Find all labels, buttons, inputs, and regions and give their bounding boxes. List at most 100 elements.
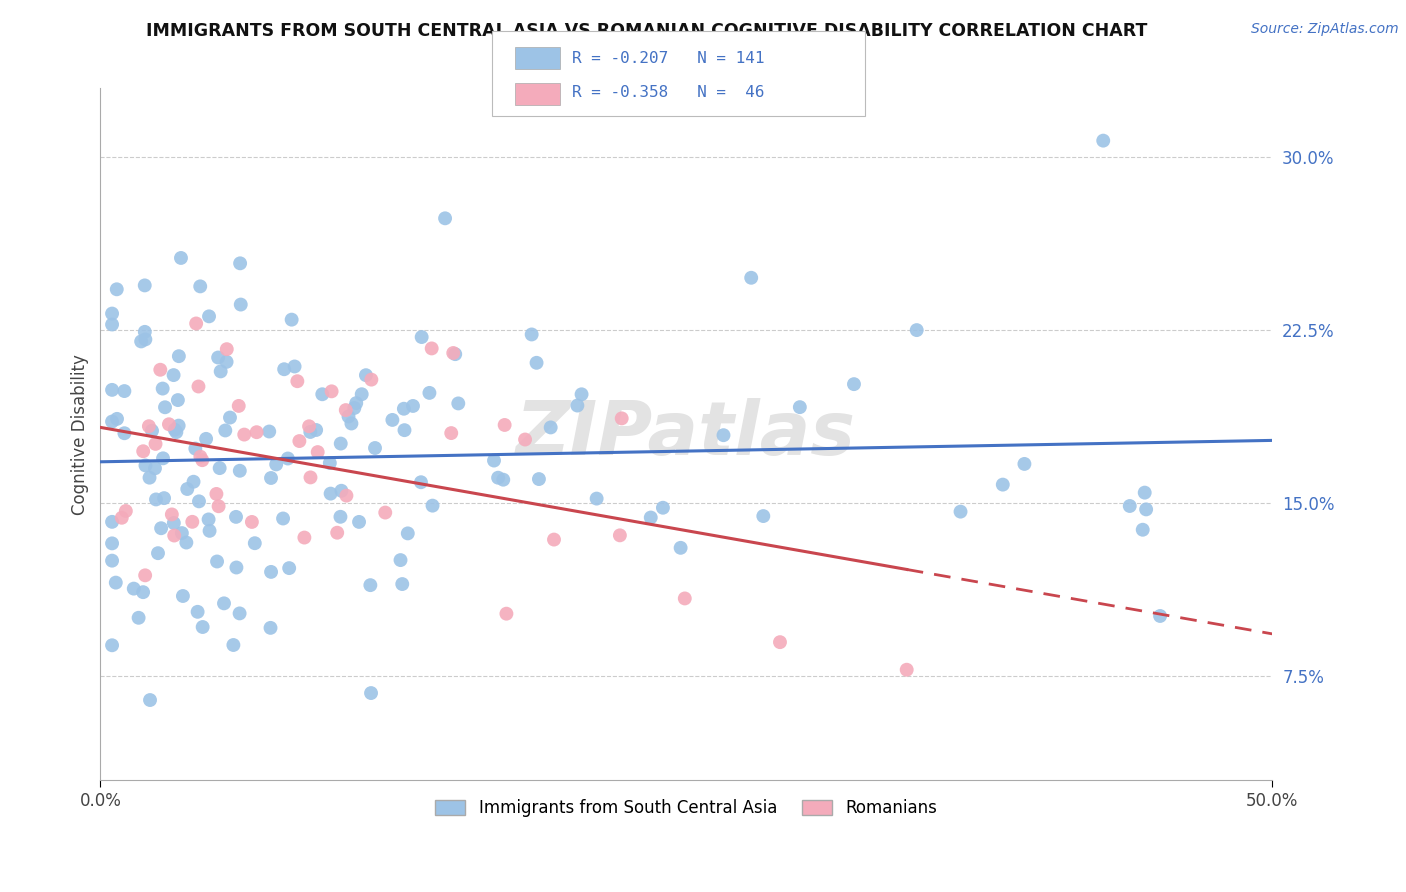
Point [152,382,174,396]
Point [101,536,124,550]
Point [1135,502,1157,516]
Point [228,607,250,621]
Point [1133,485,1156,500]
Text: R = -0.207   N = 141: R = -0.207 N = 141 [572,51,765,66]
Point [540,420,562,434]
Point [360,686,382,700]
Point [233,427,256,442]
Point [319,456,342,470]
Point [195,432,218,446]
Point [225,560,247,574]
Point [145,437,167,451]
Point [1149,609,1171,624]
Point [191,620,214,634]
Point [789,400,811,414]
Point [326,525,349,540]
Point [374,506,396,520]
Point [170,526,193,541]
Point [132,585,155,599]
Point [609,528,631,542]
Point [669,541,692,555]
Point [513,433,536,447]
Point [208,461,231,475]
Point [105,412,128,426]
Point [198,310,221,324]
Point [111,510,134,524]
Point [184,442,207,456]
Point [243,536,266,550]
Point [391,577,413,591]
Point [215,342,238,356]
Point [337,409,360,424]
Point [713,428,735,442]
Point [163,423,186,437]
Point [134,332,156,346]
Point [299,470,322,484]
Point [298,419,321,434]
Point [101,515,124,529]
Point [214,424,236,438]
Point [842,377,865,392]
Point [364,441,387,455]
Point [494,417,516,432]
Point [543,533,565,547]
Point [162,368,184,383]
Point [347,515,370,529]
Point [1132,523,1154,537]
Point [240,515,263,529]
Point [114,504,136,518]
Point [1014,457,1036,471]
Point [447,396,470,410]
Point [441,346,464,360]
Point [145,492,167,507]
Point [219,410,242,425]
Point [209,364,232,378]
Point [188,279,211,293]
Point [335,489,357,503]
Point [567,399,589,413]
Point [134,458,156,473]
Point [167,349,190,363]
Point [188,494,211,508]
Point [571,387,593,401]
Point [212,596,235,610]
Point [411,330,433,344]
Point [134,568,156,582]
Point [101,383,124,397]
Point [285,374,308,388]
Point [101,307,124,321]
Text: ZIPatlas: ZIPatlas [516,398,856,471]
Point [319,486,342,500]
Point [129,334,152,349]
Point [228,399,250,413]
Y-axis label: Cognitive Disability: Cognitive Disability [72,354,89,515]
Point [949,505,972,519]
Point [585,491,607,506]
Point [392,401,415,416]
Point [207,351,229,365]
Point [381,413,404,427]
Point [520,327,543,342]
Point [170,251,193,265]
Point [418,385,440,400]
Point [394,423,416,437]
Point [292,531,315,545]
Point [167,393,190,408]
Point [311,387,333,401]
Text: R = -0.358   N =  46: R = -0.358 N = 46 [572,85,765,100]
Point [769,635,792,649]
Point [205,554,228,568]
Point [112,384,135,398]
Point [181,515,204,529]
Point [673,591,696,606]
Point [389,553,412,567]
Point [396,526,419,541]
Legend: Immigrants from South Central Asia, Romanians: Immigrants from South Central Asia, Roma… [429,793,943,824]
Point [141,424,163,438]
Point [280,312,302,326]
Point [187,605,209,619]
Point [321,384,343,399]
Point [152,451,174,466]
Point [257,425,280,439]
Point [101,318,124,332]
